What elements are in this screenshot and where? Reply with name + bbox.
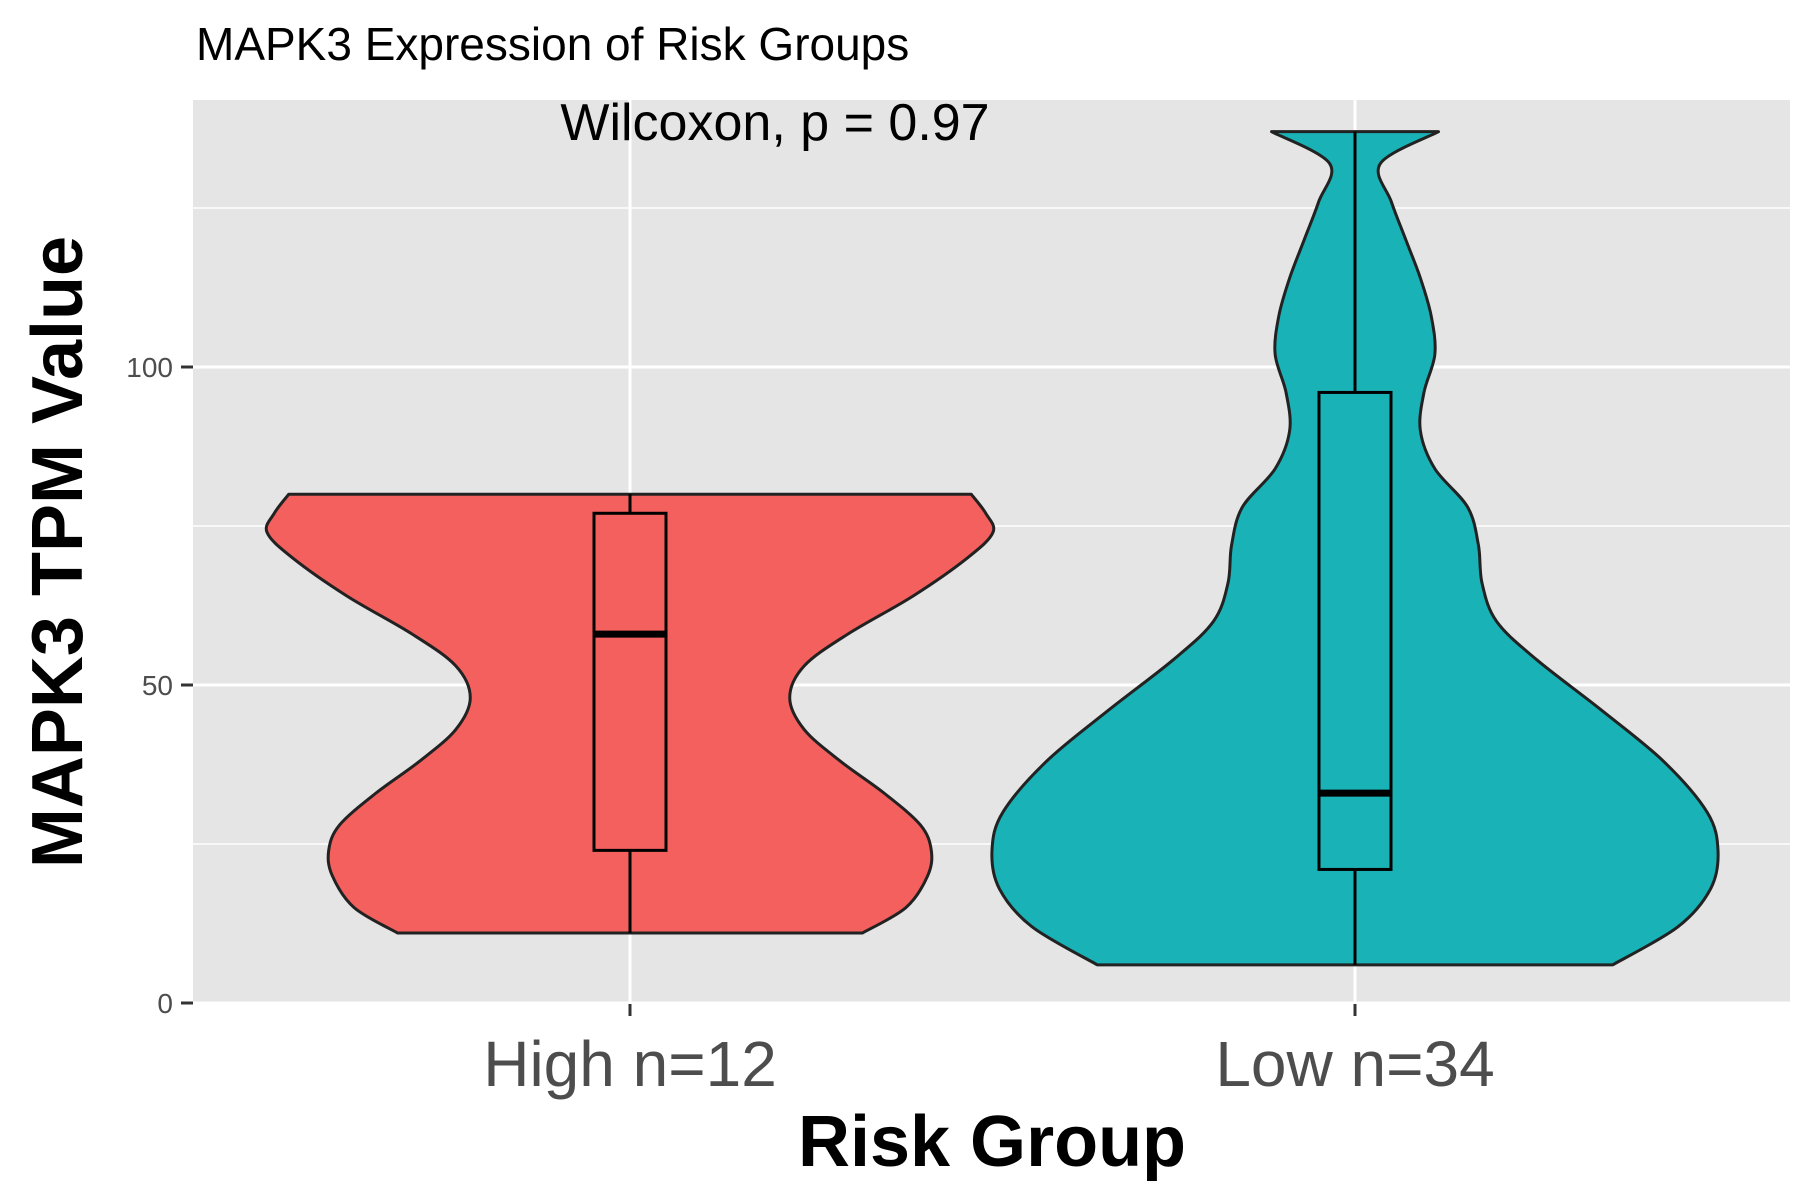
x-axis: High n=12 Low n=34 bbox=[483, 1004, 1495, 1100]
chart-title: MAPK3 Expression of Risk Groups bbox=[196, 18, 909, 70]
boxplots bbox=[592, 131, 1393, 965]
x-tick-label-0: High n=12 bbox=[483, 1028, 777, 1100]
x-axis-title: Risk Group bbox=[798, 1102, 1186, 1182]
y-tick-label-100: 100 bbox=[126, 352, 173, 383]
x-tick-label-1: Low n=34 bbox=[1215, 1028, 1494, 1100]
y-tick-label-0: 0 bbox=[157, 988, 173, 1019]
box-1 bbox=[1317, 390, 1393, 871]
y-axis: 0 50 100 bbox=[126, 352, 193, 1019]
y-tick-label-50: 50 bbox=[142, 670, 173, 701]
box-0 bbox=[592, 511, 668, 852]
y-axis-title: MAPK3 TPM Value bbox=[18, 236, 98, 868]
chart-subtitle: Wilcoxon, p = 0.97 bbox=[560, 94, 989, 152]
